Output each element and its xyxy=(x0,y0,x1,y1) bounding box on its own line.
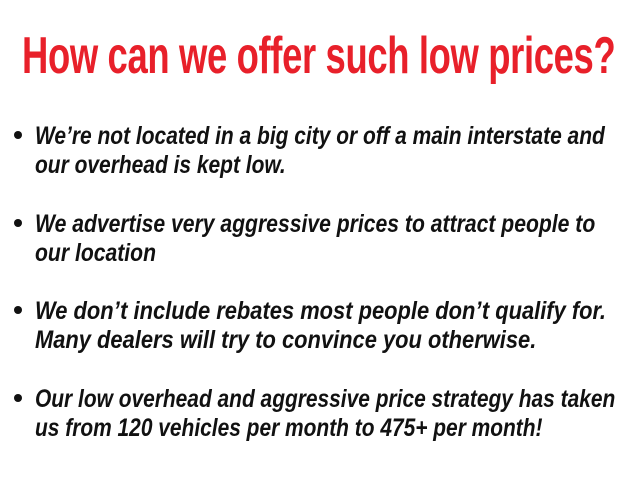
bullet-text-line: us from 120 vehicles per month to 475+ p… xyxy=(35,414,543,442)
bullet-icon xyxy=(14,306,22,314)
bullet-icon xyxy=(14,219,22,227)
bullet-text-line: We don’t include rebates most people don… xyxy=(35,297,606,325)
bullet-text-line: Many dealers will try to convince you ot… xyxy=(35,326,537,354)
bullet-icon xyxy=(14,394,22,402)
bullet-icon xyxy=(14,131,22,139)
bullet-text-line: Our low overhead and aggressive price st… xyxy=(35,385,616,413)
bullet-text-line: our location xyxy=(35,239,157,267)
slide-title: How can we offer such low prices? xyxy=(22,27,616,85)
bullet-text-line: our overhead is kept low. xyxy=(35,151,286,179)
bullet-text-line: We advertise very aggressive prices to a… xyxy=(35,210,596,238)
bullet-text-line: We’re not located in a big city or off a… xyxy=(35,122,605,150)
